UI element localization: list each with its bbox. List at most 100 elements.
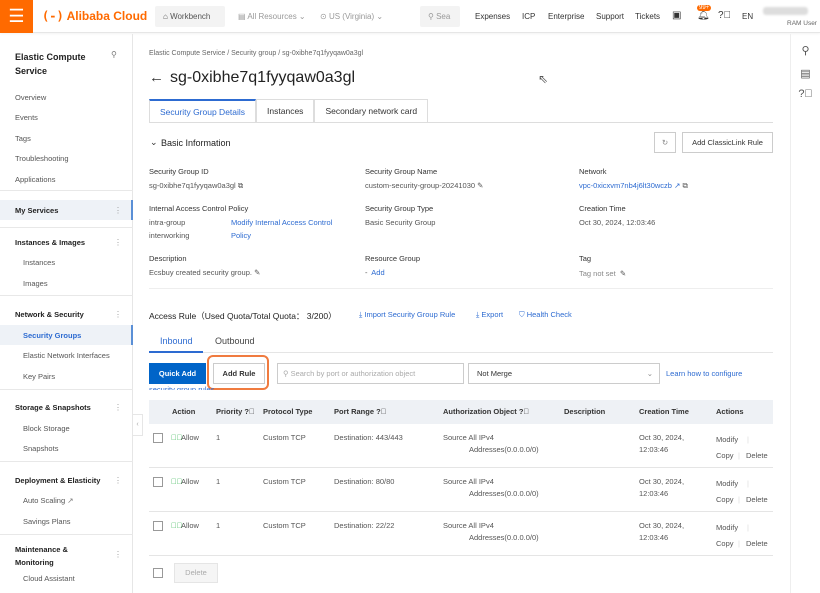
col-priority: Priority ?⃝ [216, 407, 255, 416]
more-icon[interactable]: ⋮ [114, 403, 122, 412]
sidebar-item-images[interactable]: Images [23, 279, 48, 288]
delete-link[interactable]: Delete [746, 451, 768, 460]
menu-icon[interactable]: ☰ [0, 0, 33, 33]
tab-instances[interactable]: Instances [256, 99, 315, 122]
copy-icon[interactable]: ⧉ [682, 181, 688, 190]
select-all-checkbox[interactable] [153, 568, 163, 578]
sidebar-item-auto-scaling[interactable]: Auto Scaling ↗ [23, 496, 74, 505]
external-link-icon[interactable]: ↗ [674, 181, 681, 190]
nav-enterprise[interactable]: Enterprise [548, 12, 585, 21]
tab-security-group-details[interactable]: Security Group Details [149, 99, 257, 122]
more-icon[interactable]: ⋮ [114, 206, 122, 215]
terminal-icon[interactable]: ▣ [672, 10, 682, 21]
sidebar-item-troubleshooting[interactable]: Troubleshooting [15, 154, 69, 163]
more-icon[interactable]: ⋮ [114, 550, 122, 559]
breadcrumb-security-group[interactable]: Security group [231, 50, 277, 57]
row-checkbox[interactable] [153, 521, 163, 531]
nav-tickets[interactable]: Tickets [635, 12, 661, 21]
sidebar-group-network-security[interactable]: Network & Security [15, 310, 84, 319]
sidebar-item-key-pairs[interactable]: Key Pairs [23, 372, 56, 381]
sidebar-item-eni[interactable]: Elastic Network Interfaces [23, 351, 110, 360]
sidebar-group-instances-images[interactable]: Instances & Images [15, 238, 86, 247]
back-arrow-icon[interactable]: ← [149, 69, 164, 86]
sidebar-item-savings-plans[interactable]: Savings Plans [23, 517, 71, 526]
help-icon[interactable]: ?⃝ [518, 407, 530, 416]
modify-link[interactable]: Modify [716, 435, 739, 444]
language-switch[interactable]: EN [742, 12, 754, 21]
search-input[interactable]: ⚲ Sea [420, 6, 460, 27]
sidebar-item-cloud-assistant[interactable]: Cloud Assistant [23, 574, 75, 583]
brand-logo[interactable]: (-) Alibaba Cloud [42, 9, 148, 23]
more-icon[interactable]: ⋮ [114, 238, 122, 247]
network-link[interactable]: vpc-0xicxvm7nb4j6lt30wczb [579, 181, 672, 190]
tab-secondary-network-card[interactable]: Secondary network card [314, 99, 429, 122]
delete-link[interactable]: Delete [746, 495, 768, 504]
more-icon[interactable]: ⋮ [114, 476, 122, 485]
quick-add-button[interactable]: Quick Add [149, 363, 206, 384]
sidebar-item-block-storage[interactable]: Block Storage [23, 424, 70, 433]
add-rule-button[interactable]: Add Rule [213, 363, 265, 384]
row-checkbox[interactable] [153, 477, 163, 487]
resource-group-add-link[interactable]: Add [371, 268, 385, 277]
sidebar-item-my-services[interactable]: My Services [15, 206, 59, 215]
rule-search-input[interactable]: ⚲ Search by port or authorization object [277, 363, 464, 384]
breadcrumb: Elastic Compute Service / Security group… [149, 50, 364, 57]
learn-configure-link-2[interactable]: security group rules [149, 385, 215, 394]
row-checkbox[interactable] [153, 433, 163, 443]
learn-configure-link[interactable]: Learn how to configure [666, 369, 743, 378]
collapse-chevron-icon[interactable]: ⌄ [150, 137, 158, 147]
sidebar-group-maintenance[interactable]: Maintenance & Monitoring [15, 545, 68, 567]
edit-icon[interactable]: ✎ [477, 181, 484, 190]
edit-icon[interactable]: ✎ [619, 269, 627, 278]
avatar[interactable] [763, 7, 808, 15]
modify-iacp-link-2[interactable]: Policy [231, 231, 252, 240]
refresh-button[interactable]: ↻ [654, 132, 676, 153]
help-icon[interactable]: ?⃝ [244, 407, 255, 416]
sidebar-item-events[interactable]: Events [15, 113, 38, 122]
sidebar-item-tags[interactable]: Tags [15, 134, 31, 143]
copy-link[interactable]: Copy [716, 451, 734, 460]
tab-inbound[interactable]: Inbound [160, 336, 193, 346]
modify-link[interactable]: Modify [716, 523, 739, 532]
region-dropdown[interactable]: ⊙ US (Virginia) ⌄ [320, 12, 384, 21]
workbench-button[interactable]: ⌂ Workbench [155, 6, 225, 27]
nav-icp[interactable]: ICP [522, 12, 536, 21]
copy-icon[interactable]: ⧉ [237, 181, 244, 190]
help-icon[interactable]: ?⃝ [798, 88, 813, 100]
search-icon[interactable]: ⚲ [801, 45, 810, 57]
nav-support[interactable]: Support [596, 12, 625, 21]
copy-link[interactable]: Copy [716, 495, 734, 504]
nav-expenses[interactable]: Expenses [475, 12, 511, 21]
type-value: Basic Security Group [365, 218, 436, 227]
sidebar-search-icon[interactable]: ⚲ [111, 50, 117, 59]
document-icon[interactable]: ▤ [800, 68, 811, 80]
health-check-link[interactable]: ⛉ Health Check [519, 310, 572, 319]
help-icon[interactable]: ?⃝ [718, 10, 732, 21]
copy-link[interactable]: Copy [716, 539, 734, 548]
help-icon[interactable]: ?⃝ [376, 407, 387, 416]
all-resources-dropdown[interactable]: ▤ All Resources ⌄ [238, 12, 306, 21]
export-link[interactable]: ⤓ Export [476, 310, 504, 319]
modify-iacp-link[interactable]: Modify Internal Access Control [231, 218, 333, 227]
sidebar-item-security-groups[interactable]: Security Groups [23, 331, 82, 340]
col-auth-label: Authorization Object [443, 407, 517, 416]
bell-icon[interactable]: 🔔︎ [697, 10, 710, 21]
modify-link[interactable]: Modify [716, 479, 739, 488]
sidebar-item-snapshots[interactable]: Snapshots [23, 444, 59, 453]
add-classiclink-rule-button[interactable]: Add ClassicLink Rule [682, 132, 773, 153]
sidebar-item-applications[interactable]: Applications [15, 175, 56, 184]
merge-select[interactable]: Not Merge ⌄ [468, 363, 660, 384]
sidebar-group-storage[interactable]: Storage & Snapshots [15, 403, 91, 412]
tab-outbound[interactable]: Outbound [215, 336, 255, 346]
sidebar-collapse-handle[interactable]: ‹ [133, 414, 143, 436]
more-icon[interactable]: ⋮ [114, 310, 122, 319]
breadcrumb-ecs[interactable]: Elastic Compute Service [149, 50, 226, 57]
resource-group-dash: - [365, 268, 368, 277]
delete-link[interactable]: Delete [746, 539, 768, 548]
import-rule-link[interactable]: ⤓ Import Security Group Rule [359, 310, 456, 319]
edit-icon[interactable]: ✎ [254, 268, 261, 277]
sidebar-group-deployment[interactable]: Deployment & Elasticity [15, 476, 101, 485]
sidebar-item-overview[interactable]: Overview [15, 93, 47, 102]
sidebar-item-instances[interactable]: Instances [23, 258, 56, 267]
bulk-delete-button[interactable]: Delete [174, 563, 218, 583]
